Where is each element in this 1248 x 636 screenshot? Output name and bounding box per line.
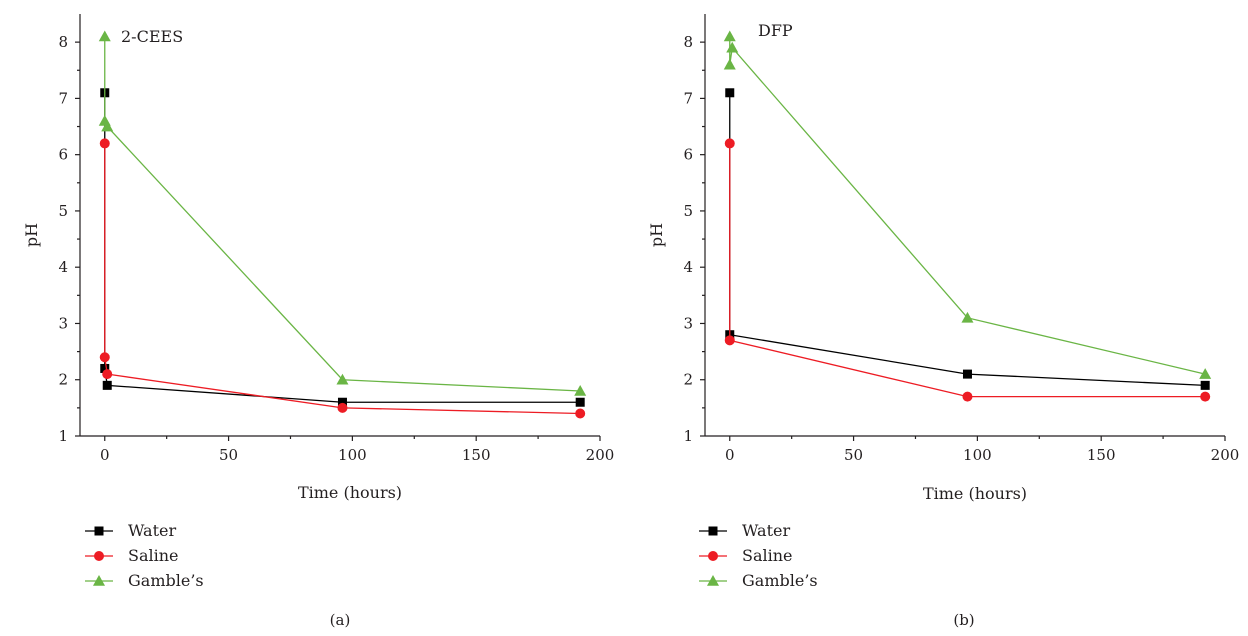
data-point <box>98 30 111 42</box>
x-tick-label: 200 <box>1211 446 1240 464</box>
legend-marker <box>94 551 104 561</box>
legend-item: Saline <box>699 546 793 565</box>
data-point <box>1200 391 1211 402</box>
legend-marker <box>94 526 104 536</box>
y-tick-label: 6 <box>683 146 693 164</box>
series-gambles <box>98 30 587 396</box>
y-axis-label: pH <box>22 223 41 247</box>
legend-label: Gamble’s <box>742 571 818 590</box>
y-axis-label: pH <box>647 223 666 247</box>
series-saline <box>724 138 1211 402</box>
series-line <box>104 36 581 392</box>
y-tick-label: 7 <box>683 89 693 107</box>
y-tick-label: 1 <box>683 427 693 445</box>
legend-item: Water <box>699 521 790 540</box>
y-tick-label: 8 <box>683 33 693 51</box>
data-point <box>101 120 114 132</box>
y-tick-label: 1 <box>58 427 68 445</box>
series-saline <box>99 138 586 419</box>
data-point <box>726 41 739 53</box>
series-line <box>729 36 1206 375</box>
legend-marker <box>707 575 719 586</box>
chart-panel-a: 1 2 3 4 5 6 7 8 0 50 100 150 200 Time (hours) pH 2-CEES… <box>22 14 614 629</box>
x-tick-label: 0 <box>725 446 735 464</box>
y-tick-label: 5 <box>58 202 68 220</box>
data-point <box>575 408 586 419</box>
data-point <box>337 397 347 407</box>
data-point <box>574 384 587 396</box>
legend-label: Saline <box>742 546 793 565</box>
data-point <box>100 363 110 373</box>
data-point <box>99 138 110 149</box>
y-tick-label: 4 <box>683 258 693 276</box>
x-tick-label: 0 <box>100 446 110 464</box>
data-point <box>723 58 736 70</box>
data-point <box>724 335 735 346</box>
legend-label: Saline <box>128 546 179 565</box>
series-water <box>100 88 585 407</box>
series-gambles <box>723 30 1212 379</box>
y-tick-label: 3 <box>58 314 68 332</box>
data-point <box>724 138 735 149</box>
y-tick-label: 2 <box>683 371 693 389</box>
x-tick-label: 100 <box>963 446 992 464</box>
data-point <box>962 369 972 379</box>
series-line <box>729 92 1206 387</box>
data-point <box>575 397 585 407</box>
chart-annotation: 2-CEES <box>121 27 183 46</box>
panel-label-a: (a) <box>330 611 351 629</box>
series-water <box>725 88 1210 390</box>
x-tick-label: 150 <box>462 446 491 464</box>
y-tick-label: 8 <box>58 33 68 51</box>
data-point <box>99 352 110 363</box>
y-tick-label: 4 <box>58 258 68 276</box>
panel-label-b: (b) <box>953 611 974 629</box>
series-line <box>104 143 581 415</box>
x-tick-label: 50 <box>219 446 238 464</box>
y-tick-label: 6 <box>58 146 68 164</box>
legend-marker <box>708 526 718 536</box>
x-axis-label: Time (hours) <box>923 484 1027 503</box>
y-tick-label: 5 <box>683 202 693 220</box>
x-tick-label: 50 <box>844 446 863 464</box>
data-point <box>1200 380 1210 390</box>
series-line <box>104 92 581 403</box>
data-point <box>962 391 973 402</box>
data-point <box>725 88 735 98</box>
x-tick-label: 150 <box>1087 446 1116 464</box>
y-tick-label: 7 <box>58 89 68 107</box>
legend-marker <box>708 551 718 561</box>
chart-annotation: DFP <box>758 21 793 40</box>
legend-label: Gamble’s <box>128 571 204 590</box>
legend-item: Gamble’s <box>85 571 204 590</box>
legend-item: Water <box>85 521 176 540</box>
x-axis-label: Time (hours) <box>298 483 402 502</box>
chart-panel-b: 1 2 3 4 5 6 7 8 0 50 100 150 200 Time (hours) pH DFP Wat… <box>647 14 1239 629</box>
data-point <box>102 380 112 390</box>
series-line <box>729 143 1206 398</box>
legend-label: Water <box>742 521 790 540</box>
data-point <box>102 369 113 380</box>
legend-item: Gamble’s <box>699 571 818 590</box>
legend-marker <box>93 575 105 586</box>
data-point <box>1199 368 1212 379</box>
data-point <box>723 30 736 42</box>
data-point <box>336 373 349 385</box>
data-point <box>337 402 348 413</box>
y-tick-label: 3 <box>683 314 693 332</box>
legend-item: Saline <box>85 546 179 565</box>
x-tick-label: 100 <box>338 446 367 464</box>
legend-label: Water <box>128 521 176 540</box>
y-tick-label: 2 <box>58 371 68 389</box>
x-tick-label: 200 <box>586 446 615 464</box>
data-point <box>961 311 974 323</box>
